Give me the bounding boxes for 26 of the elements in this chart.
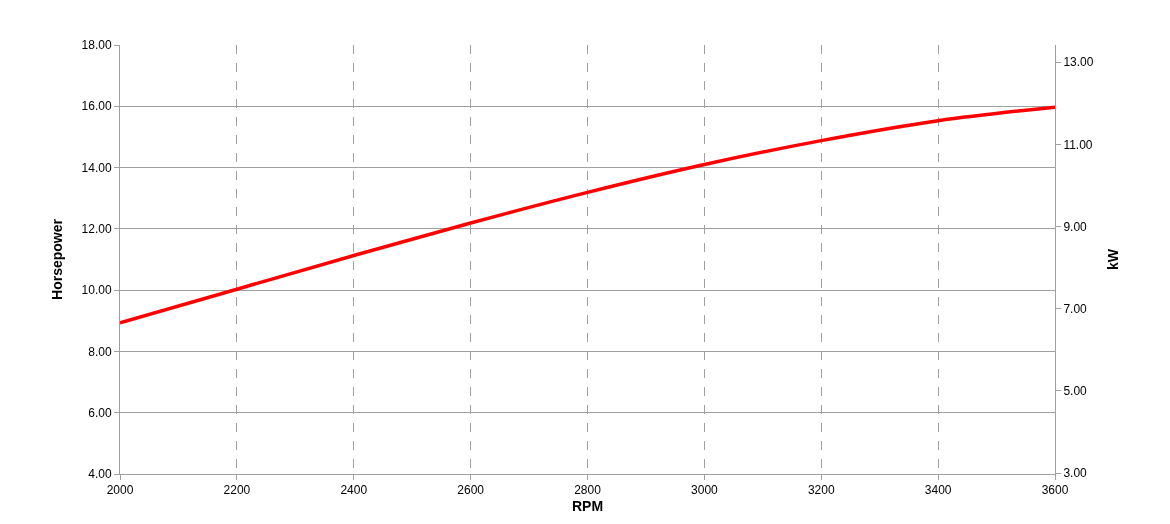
- y2-tick-label: 7.00: [1063, 302, 1088, 317]
- y2-axis-title: kW: [1105, 248, 1122, 270]
- y-tick-label: 16.00: [81, 99, 112, 114]
- y-axis-title: Horsepower: [49, 218, 66, 300]
- x-tick-label: 2000: [106, 483, 134, 498]
- x-tick-label: 2200: [223, 483, 251, 498]
- x-tick-label: 3000: [691, 483, 719, 498]
- y-tick-label: 6.00: [88, 405, 112, 420]
- y2-tick-label: 9.00: [1063, 219, 1088, 234]
- y2-tick-label: 3.00: [1063, 466, 1088, 481]
- y-tick-label: 14.00: [81, 160, 112, 175]
- y-tick-label: 10.00: [81, 283, 112, 298]
- x-axis-title: RPM: [571, 497, 604, 514]
- y-tick-label: 18.00: [81, 38, 112, 53]
- y-tick-label: 8.00: [88, 344, 112, 359]
- x-tick-label: 2400: [340, 483, 368, 498]
- y2-tick-label: 11.00: [1063, 137, 1093, 152]
- y2-tick-label: 5.00: [1063, 384, 1088, 399]
- y-tick-label: 12.00: [81, 222, 112, 237]
- x-tick-label: 2800: [574, 483, 602, 498]
- y-tick-label: 4.00: [88, 467, 112, 482]
- x-tick-label: 3200: [807, 483, 835, 498]
- x-tick-label: 2600: [457, 483, 485, 498]
- x-tick-label: 3400: [924, 483, 952, 498]
- y2-tick-label: 13.00: [1063, 55, 1094, 70]
- x-tick-label: 3600: [1041, 483, 1069, 498]
